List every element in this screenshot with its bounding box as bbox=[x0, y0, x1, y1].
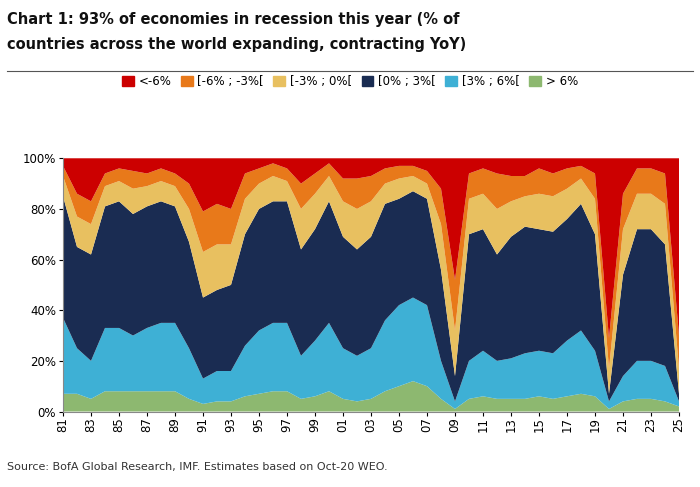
Text: countries across the world expanding, contracting YoY): countries across the world expanding, co… bbox=[7, 37, 466, 52]
Legend: <-6%, [-6% ; -3%[, [-3% ; 0%[, [0% ; 3%[, [3% ; 6%[, > 6%: <-6%, [-6% ; -3%[, [-3% ; 0%[, [0% ; 3%[… bbox=[122, 75, 578, 88]
Text: Source: BofA Global Research, IMF. Estimates based on Oct-20 WEO.: Source: BofA Global Research, IMF. Estim… bbox=[7, 462, 388, 472]
Text: Chart 1: 93% of economies in recession this year (% of: Chart 1: 93% of economies in recession t… bbox=[7, 12, 459, 27]
